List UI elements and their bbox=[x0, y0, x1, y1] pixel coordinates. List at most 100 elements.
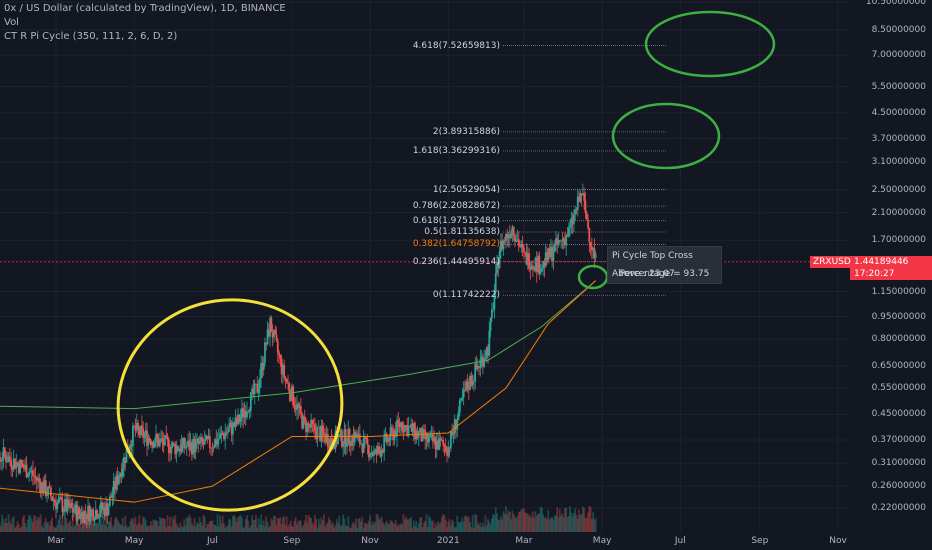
candle bbox=[352, 435, 355, 443]
candle bbox=[155, 434, 157, 444]
candle bbox=[517, 239, 520, 247]
candle bbox=[408, 426, 411, 428]
price-tick-label: 1.15000000 bbox=[871, 286, 926, 297]
volume-bar bbox=[385, 520, 388, 532]
candle bbox=[255, 383, 257, 385]
volume-bar bbox=[29, 515, 32, 532]
candle bbox=[160, 438, 163, 440]
candle bbox=[260, 363, 263, 378]
candle bbox=[79, 514, 82, 519]
candle bbox=[107, 506, 110, 516]
volume-bar bbox=[424, 520, 427, 532]
volume-bar bbox=[274, 516, 277, 532]
volume-legend[interactable]: Vol bbox=[4, 17, 19, 28]
volume-bar bbox=[74, 524, 77, 532]
time-tick-label: May bbox=[592, 536, 612, 546]
candle bbox=[17, 463, 20, 473]
volume-bar bbox=[352, 521, 355, 532]
candle bbox=[75, 504, 78, 521]
volume-bar bbox=[375, 514, 378, 532]
volume-bar bbox=[206, 523, 209, 532]
volume-bar bbox=[581, 506, 584, 532]
volume-bar bbox=[253, 519, 256, 532]
candle bbox=[328, 446, 330, 449]
volume-bar bbox=[225, 525, 228, 532]
candle bbox=[71, 507, 74, 513]
volume-bar bbox=[475, 515, 478, 532]
volume-bar bbox=[443, 514, 446, 532]
candle bbox=[208, 435, 211, 448]
fib-level-label: 0.618(1.97512484) bbox=[412, 215, 500, 226]
price-tick-label: 3.70000000 bbox=[871, 133, 926, 144]
candle bbox=[538, 255, 541, 274]
volume-bar bbox=[492, 514, 495, 532]
volume-bar bbox=[278, 518, 280, 532]
candle bbox=[248, 410, 251, 412]
volume-bar bbox=[578, 509, 580, 532]
volume-bar bbox=[344, 525, 347, 532]
volume-bar bbox=[114, 518, 116, 532]
volume-bar bbox=[514, 516, 516, 532]
volume-bar bbox=[103, 524, 106, 532]
price-axis[interactable]: 10.50000000 8.50000000 7.00000000 5.5000000… bbox=[850, 0, 932, 532]
candle bbox=[57, 499, 60, 503]
volume-bar bbox=[167, 526, 170, 532]
candle bbox=[105, 503, 107, 516]
candle bbox=[375, 449, 378, 455]
candle bbox=[366, 439, 369, 446]
volume-bar bbox=[552, 519, 555, 532]
volume-bar bbox=[330, 524, 333, 532]
volume-bar bbox=[544, 517, 547, 532]
volume-bar bbox=[520, 509, 523, 532]
volume-bar bbox=[60, 525, 63, 532]
candle bbox=[317, 427, 320, 429]
volume-bar bbox=[112, 524, 115, 532]
volume-bar bbox=[79, 524, 82, 532]
volume-bar bbox=[185, 517, 188, 532]
candle bbox=[575, 209, 578, 211]
candle bbox=[549, 246, 552, 257]
volume-bar bbox=[548, 519, 551, 532]
volume-bar bbox=[106, 527, 109, 532]
candle bbox=[178, 448, 180, 451]
candle bbox=[149, 440, 152, 446]
candle bbox=[385, 433, 388, 443]
volume-bar bbox=[12, 516, 15, 532]
candle bbox=[67, 499, 70, 508]
candle bbox=[14, 458, 16, 469]
volume-bar bbox=[219, 515, 221, 532]
pi-cycle-tooltip: Pi Cycle Top Cross Above : 23.07 Percent… bbox=[607, 246, 722, 284]
volume-bar bbox=[328, 517, 330, 532]
candle bbox=[516, 239, 519, 241]
symbol-title[interactable]: 0x / US Dollar (calculated by TradingVie… bbox=[4, 3, 286, 14]
volume-bar bbox=[451, 519, 454, 532]
candle bbox=[523, 247, 525, 252]
indicator-legend[interactable]: CT R Pi Cycle (350, 111, 2, 6, D, 2) bbox=[4, 31, 178, 42]
volume-bar bbox=[302, 525, 305, 532]
candle bbox=[588, 227, 591, 243]
volume-bar bbox=[579, 515, 582, 532]
volume-bar bbox=[534, 511, 537, 532]
candle bbox=[25, 464, 28, 478]
candle bbox=[287, 382, 289, 384]
volume-bar bbox=[399, 523, 402, 532]
volume-bar bbox=[516, 515, 519, 532]
volume-bar bbox=[364, 522, 366, 532]
volume-bar bbox=[561, 513, 564, 532]
volume-bar bbox=[356, 527, 359, 532]
volume-bar bbox=[517, 512, 520, 532]
volume-bar bbox=[570, 512, 573, 532]
candle bbox=[374, 449, 377, 451]
candle bbox=[410, 423, 413, 427]
candle bbox=[539, 271, 542, 274]
candle bbox=[197, 438, 200, 444]
volume-bar bbox=[567, 515, 570, 532]
volume-bar bbox=[353, 523, 356, 532]
volume-bar bbox=[30, 518, 33, 532]
volume-bar bbox=[365, 523, 368, 532]
candle bbox=[211, 447, 214, 449]
price-tick-label: 3.10000000 bbox=[871, 156, 926, 167]
candle bbox=[524, 251, 527, 253]
